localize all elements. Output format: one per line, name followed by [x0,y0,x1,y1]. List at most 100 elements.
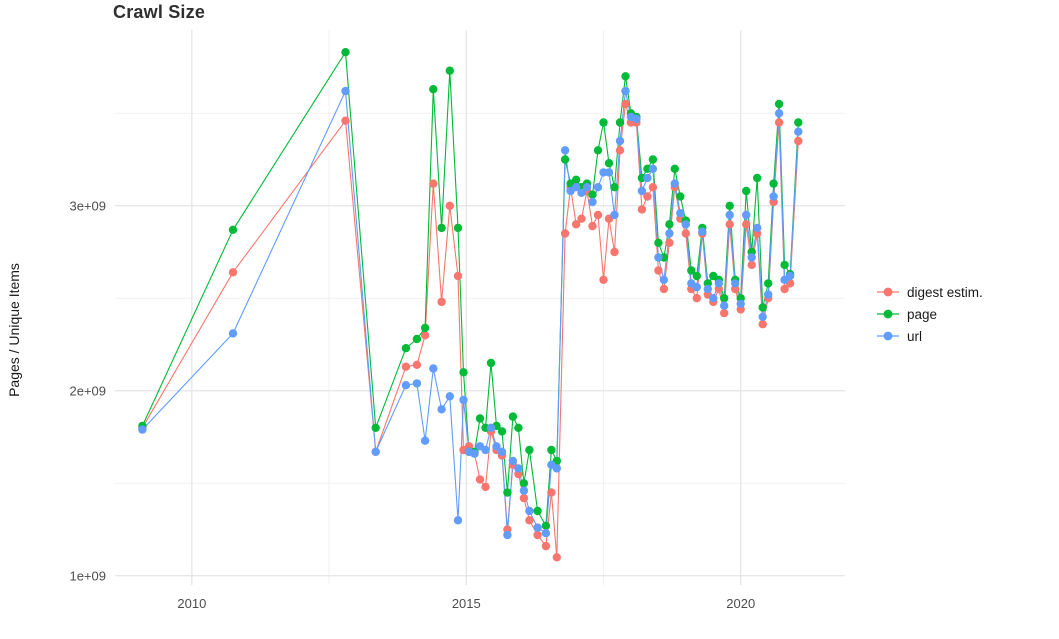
series-point-url [621,86,630,96]
series-point-page [429,85,438,94]
series-point-url [459,395,468,405]
series-point-digest-estim- [577,214,586,223]
series-point-digest-estim- [519,493,529,503]
series-point-page [720,294,729,303]
series-point-digest-estim- [681,229,690,238]
series-point-url [709,294,718,303]
series-point-url [681,220,690,229]
series-point-page [593,146,603,155]
series-point-page [665,220,674,229]
series-point-url [610,210,619,220]
series-point-url [437,405,446,414]
series-point-url [577,188,586,197]
series-point-digest-estim- [420,331,430,340]
legend-label: page [907,306,938,322]
series-point-page [742,186,751,196]
series-point-digest-estim- [429,179,438,188]
series-point-url [138,425,147,434]
series-point-digest-estim- [794,136,803,146]
series-point-page [571,175,581,184]
series-point-digest-estim- [621,99,630,109]
series-point-url [228,329,238,338]
legend-key-dot [883,309,893,319]
series-point-page [780,260,789,270]
legend-key-icon [877,287,899,297]
series-point-page [341,48,350,57]
series-point-digest-estim- [453,271,463,281]
series-point-digest-estim- [560,229,570,238]
series-point-url [341,86,350,96]
legend-item-page: page [876,306,983,322]
series-point-page [621,72,630,81]
series-point-url [420,436,430,445]
series-point-url [445,392,454,401]
series-point-url [747,253,756,262]
series-point-url [774,109,784,118]
series-point-url [401,381,411,390]
series-point-page [764,279,773,288]
legend-key-dot [883,287,893,297]
series-point-url [648,164,658,173]
series-point-url [764,290,773,299]
series-point-digest-estim- [437,297,446,307]
series-point-url [698,227,707,236]
series-line-digest-estim- [141,103,799,558]
y-axis-label: Pages / Unique Items [6,263,22,397]
x-tick-label: 2015 [452,596,481,611]
series-point-digest-estim- [541,541,551,551]
legend-item-url: url [876,328,983,344]
series-point-digest-estim- [692,294,701,303]
series-point-page [541,521,551,530]
series-point-page [676,192,685,201]
series-point-digest-estim- [481,482,490,492]
series-point-digest-estim- [780,284,789,294]
series-point-url [525,506,534,516]
series-point-page [371,423,380,432]
series-point-url [632,114,641,124]
series-point-page [547,445,556,455]
series-point-url [615,136,625,146]
series-point-page [420,323,430,333]
series-point-digest-estim- [599,275,608,284]
series-point-url [659,275,669,284]
series-point-page [533,506,542,516]
series-point-digest-estim- [571,220,581,229]
series-point-url [692,282,701,292]
series-point-url [429,364,438,373]
series-point-page [475,414,485,423]
series-point-digest-estim- [588,221,597,231]
series-point-page [604,159,614,168]
series-point-url [470,449,479,458]
series-point-url [593,183,603,192]
series-point-page [412,334,422,344]
series-point-digest-estim- [720,308,729,318]
series-point-url [541,529,551,538]
series-point-page [514,423,523,432]
series-point-page [753,173,762,183]
series-point-digest-estim- [747,260,756,270]
series-point-url [503,530,512,540]
series-point-url [637,186,647,196]
series-point-digest-estim- [725,220,734,229]
series-point-digest-estim- [533,530,542,540]
series-point-digest-estim- [665,238,674,247]
series-point-page [725,201,734,210]
series-point-page [437,223,446,233]
series-point-page [670,164,679,173]
series-point-page [615,118,625,127]
series-point-digest-estim- [445,201,454,210]
series-point-page [519,479,529,488]
series-point-digest-estim- [610,247,619,257]
series-point-page [508,412,518,421]
series-point-digest-estim- [475,475,485,484]
series-point-digest-estim- [654,266,663,275]
series-point-url [643,173,652,183]
series-point-url [720,301,729,310]
series-point-url [753,223,762,233]
series-point-digest-estim- [774,118,784,127]
series-point-url [665,229,674,238]
x-tick-label: 2010 [177,596,206,611]
series-point-digest-estim- [228,268,238,277]
series-point-url [582,183,592,192]
